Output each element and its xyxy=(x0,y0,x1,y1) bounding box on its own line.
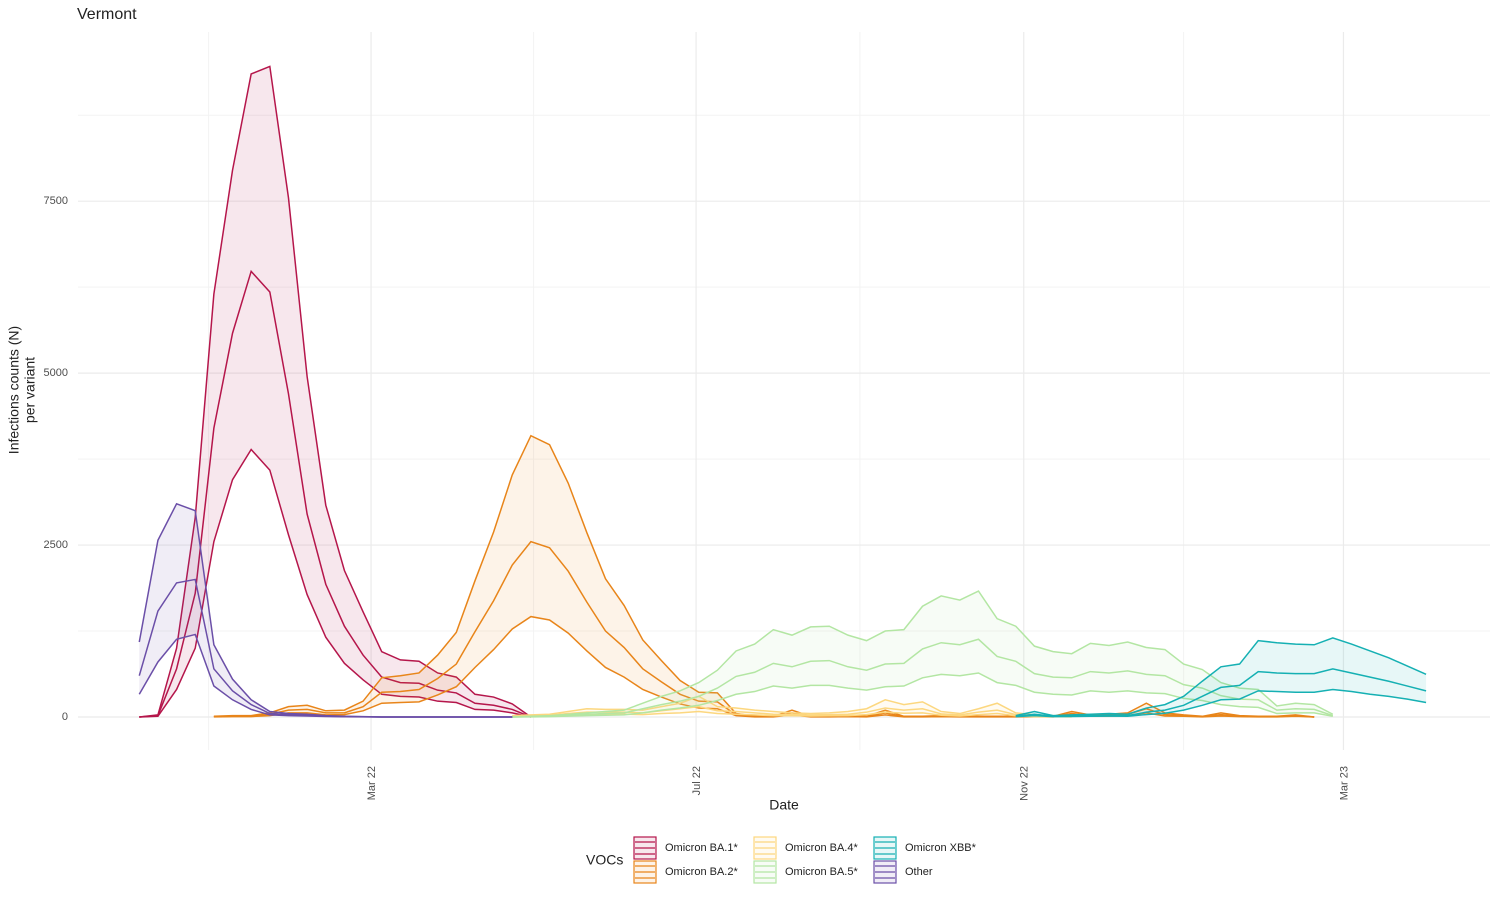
legend-item: Omicron BA.2* xyxy=(633,860,738,884)
legend-label: Omicron XBB* xyxy=(905,842,977,854)
x-tick-label: Mar 23 xyxy=(1338,766,1350,800)
legend-title: VOCs xyxy=(586,852,623,868)
legend-item: Omicron XBB* xyxy=(873,836,977,860)
legend-label: Omicron BA.2* xyxy=(665,866,738,878)
line-upper xyxy=(512,590,1334,718)
plot-marks xyxy=(138,65,1427,718)
line-lower xyxy=(139,448,532,718)
chart-title: Vermont xyxy=(77,6,137,23)
legend-item: Omicron BA.1* xyxy=(633,836,738,860)
y-tick-label: 0 xyxy=(62,711,68,723)
line-upper xyxy=(1015,637,1427,717)
legend-item: Omicron BA.4* xyxy=(753,836,858,860)
line-values xyxy=(139,269,532,718)
legend-item: Omicron BA.5* xyxy=(753,860,858,884)
legend-item: Other xyxy=(873,860,933,884)
ribbon xyxy=(512,591,1333,717)
legend-label: Omicron BA.4* xyxy=(785,842,858,854)
ribbon xyxy=(139,66,531,717)
y-tick-label: 2500 xyxy=(44,539,68,551)
x-tick-label: Jul 22 xyxy=(691,766,703,795)
y-axis-title: per variant xyxy=(22,357,38,423)
y-tick-label: 5000 xyxy=(44,367,68,379)
legend: Omicron BA.1* Omicron BA.2* Omicron BA.4* O… xyxy=(633,836,977,884)
line-upper xyxy=(512,695,1072,718)
line-upper xyxy=(139,65,532,718)
ribbon xyxy=(1015,637,1427,717)
axes: Mar 22 Jul 22 Nov 22 Mar 23 0 2500 5000 7500 xyxy=(44,195,1351,801)
legend-label: Omicron BA.5* xyxy=(785,866,858,878)
y-axis-title: Infections counts (N) xyxy=(6,326,22,454)
legend-label: Other xyxy=(905,866,933,878)
line-lower xyxy=(1015,688,1427,718)
x-tick-label: Nov 22 xyxy=(1019,766,1031,801)
line-lower xyxy=(138,633,513,718)
y-tick-label: 7500 xyxy=(44,195,68,207)
ribbon xyxy=(139,503,513,717)
x-tick-label: Mar 22 xyxy=(366,766,378,800)
x-axis-title: Date xyxy=(769,797,799,813)
ribbon xyxy=(213,435,1315,717)
legend-label: Omicron BA.1* xyxy=(665,842,738,854)
